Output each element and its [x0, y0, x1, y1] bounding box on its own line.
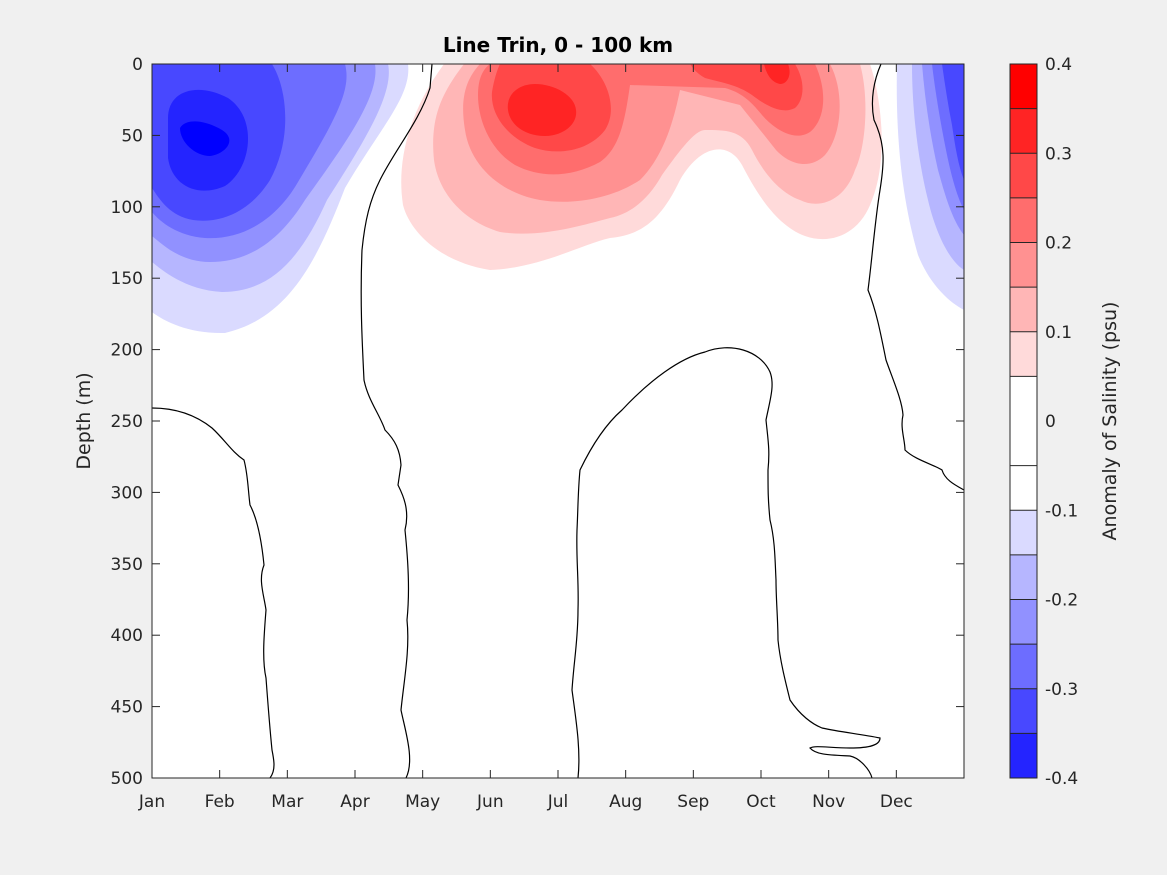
- colorbar-swatch: [1010, 153, 1037, 198]
- contour-jun-jul-level-6: [507, 64, 790, 136]
- x-axis: Jan Feb Mar Apr May Jun Jul Aug Sep Oct Nov Dec: [138, 64, 913, 812]
- x-tick-label: Sep: [677, 792, 709, 812]
- x-tick-label: Aug: [609, 792, 642, 812]
- colorbar-frame: [1009, 63, 1038, 779]
- colorbar-swatch: [1010, 599, 1037, 645]
- y-tick-label: 50: [121, 126, 143, 146]
- x-tick-label: Feb: [205, 792, 235, 812]
- y-tick-label: 300: [111, 483, 143, 503]
- y-tick-label: 500: [111, 769, 143, 789]
- colorbar-swatch: [1010, 242, 1037, 288]
- zero-contour-line: [571, 347, 881, 778]
- colorbar-swatch: [1010, 108, 1037, 154]
- x-tick-label: Jul: [547, 792, 569, 812]
- colorbar-swatch: [1010, 331, 1037, 377]
- chart-title: Line Trin, 0 - 100 km: [443, 33, 673, 57]
- zero-contour-line: [867, 64, 964, 491]
- colorbar-tick-label: 0.4: [1045, 55, 1072, 75]
- x-tick-label: Jan: [138, 792, 165, 812]
- colorbar-swatch: [1010, 644, 1037, 689]
- colorbar-tick-label: -0.2: [1045, 591, 1078, 611]
- colorbar-tick-label: 0: [1045, 412, 1056, 432]
- colorbar-swatch: [1010, 197, 1037, 243]
- colorbar-tick-label: 0.3: [1045, 144, 1072, 164]
- zero-contour-line: [360, 64, 433, 778]
- colorbar-swatch: [1010, 733, 1037, 778]
- colorbar-swatch: [1010, 376, 1037, 466]
- colorbar-swatch: [1010, 64, 1037, 109]
- zero-contour-line: [152, 407, 275, 778]
- contour-fill: [152, 64, 964, 778]
- colorbar: [1010, 64, 1037, 779]
- colorbar-swatch: [1010, 465, 1037, 511]
- x-tick-label: Jun: [476, 792, 504, 812]
- x-tick-label: Nov: [812, 792, 845, 812]
- y-axis: 0 50 100 150 200 250 300 350 400 450 500: [111, 55, 964, 789]
- y-tick-label: 250: [111, 412, 143, 432]
- y-tick-label: 200: [111, 341, 143, 361]
- contour-dec-level-5: [942, 64, 964, 180]
- colorbar-tick-label: 0.2: [1045, 234, 1072, 254]
- x-tick-label: Oct: [746, 792, 776, 812]
- x-tick-label: May: [405, 792, 440, 812]
- x-tick-label: Apr: [340, 792, 369, 812]
- y-tick-label: 450: [111, 698, 143, 718]
- colorbar-tick-label: -0.1: [1045, 501, 1078, 521]
- x-tick-label: Dec: [880, 792, 913, 812]
- colorbar-ticks: 0.4 0.3 0.2 0.1 0 -0.1 -0.2 -0.3 -0.4: [1045, 55, 1078, 789]
- colorbar-tick-label: 0.1: [1045, 323, 1072, 343]
- y-axis-label: Depth (m): [73, 372, 95, 469]
- colorbar-swatch: [1010, 688, 1037, 734]
- x-tick-label: Mar: [271, 792, 303, 812]
- colorbar-swatch: [1010, 287, 1037, 332]
- colorbar-swatch: [1010, 510, 1037, 555]
- colorbar-tick-label: -0.4: [1045, 769, 1078, 789]
- colorbar-swatch: [1010, 554, 1037, 600]
- contour-jun-jul-level-5: [491, 64, 803, 152]
- colorbar-tick-label: -0.3: [1045, 680, 1078, 700]
- contour-jan-feb-level-7: [180, 121, 230, 156]
- y-tick-label: 100: [111, 198, 143, 218]
- y-tick-label: 0: [132, 55, 143, 75]
- y-tick-label: 400: [111, 626, 143, 646]
- y-tick-label: 150: [111, 269, 143, 289]
- colorbar-label: Anomaly of Salinity (psu): [1099, 302, 1121, 541]
- y-tick-label: 350: [111, 555, 143, 575]
